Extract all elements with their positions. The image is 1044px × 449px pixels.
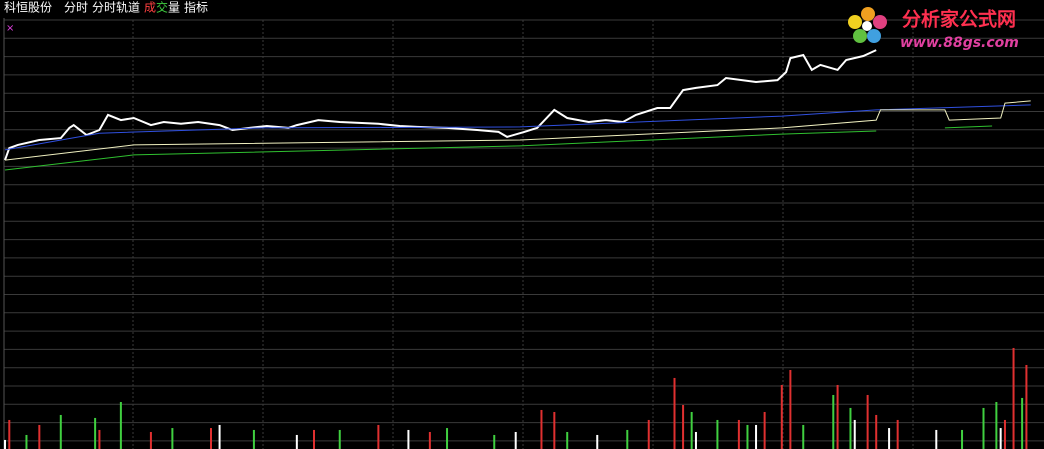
volume-bar — [626, 429, 629, 449]
volume-bar — [428, 431, 431, 449]
line — [4, 104, 1031, 151]
volume-bar — [1025, 364, 1028, 449]
logo-petal — [861, 7, 875, 21]
logo-petal — [873, 15, 887, 29]
volume-bar — [682, 404, 685, 449]
tab[interactable]: 分时 — [64, 1, 88, 15]
logo-petal — [867, 29, 881, 43]
volume-bar — [1003, 419, 1006, 449]
volume-bar — [8, 419, 11, 449]
volume-bar — [94, 417, 97, 449]
tab[interactable]: 交 — [156, 0, 168, 15]
logo-petal — [848, 15, 862, 29]
volume-bar — [853, 419, 856, 449]
volume-bar — [59, 414, 62, 449]
volume-bar — [875, 414, 878, 449]
volume-bar — [171, 428, 174, 449]
volume-bar — [252, 429, 255, 449]
volume-bar — [25, 434, 28, 449]
volume-bar — [849, 407, 852, 449]
grid — [3, 18, 1044, 449]
volume-bar — [566, 431, 569, 449]
volume-bar — [802, 424, 805, 449]
volume-bar — [763, 411, 766, 449]
volume-bar — [493, 434, 496, 449]
volume-bar — [690, 411, 693, 449]
volume-bar — [119, 401, 122, 449]
line — [4, 100, 1031, 161]
volume-bar — [999, 428, 1002, 449]
volume-bar — [673, 377, 676, 449]
volume-bar — [596, 434, 599, 449]
volume-bar — [746, 424, 749, 449]
volume-bar — [38, 424, 41, 449]
logo-petal — [853, 29, 867, 43]
volume-bar — [789, 369, 792, 449]
volume-bar — [737, 419, 740, 449]
volume-bar — [995, 401, 998, 449]
volume-bar — [694, 431, 697, 449]
volume-bar — [866, 394, 869, 449]
tab[interactable]: 分时轨道 — [92, 1, 140, 15]
tab[interactable]: 指标 — [184, 0, 208, 15]
volume-bar — [716, 419, 719, 449]
volume-bar — [218, 424, 221, 449]
volume-bar — [836, 384, 839, 449]
volume-bar — [514, 431, 517, 449]
volume-bar — [755, 424, 758, 449]
volume-bar — [832, 394, 835, 449]
volume-bar — [982, 407, 985, 449]
volume-bar — [935, 429, 938, 449]
line — [4, 125, 993, 171]
volume-bar — [149, 431, 152, 449]
line — [4, 49, 877, 161]
volume-bar — [896, 419, 899, 449]
volume-bar — [540, 409, 543, 449]
volume-bar — [313, 429, 315, 449]
tab[interactable]: 量 — [168, 1, 180, 15]
volume-bar — [888, 428, 891, 449]
marker: × — [6, 23, 14, 34]
volume-bar — [98, 429, 101, 449]
volume-bar — [4, 439, 6, 449]
logo-url: www.88gs.com — [900, 35, 1019, 51]
volume-bar — [647, 419, 650, 449]
stock-name: 科恒股份 — [4, 1, 52, 15]
volume-bar — [295, 434, 298, 449]
volume-bar — [446, 428, 449, 449]
plot — [4, 49, 1031, 449]
volume-bar — [961, 429, 964, 449]
volume-bar — [553, 411, 556, 449]
volume-bar — [407, 429, 410, 449]
volume-bar — [377, 424, 380, 449]
volume-bar — [338, 429, 341, 449]
volume-bar — [780, 384, 783, 449]
tab[interactable]: 成 — [144, 1, 156, 15]
logo-title: 分析家公式网 — [902, 8, 1016, 31]
volume-bar — [1021, 397, 1024, 449]
volume-bar — [210, 428, 212, 449]
volume-bar — [1012, 347, 1015, 449]
logo-center — [862, 21, 872, 31]
logo: 分析家公式网 www.88gs.com — [848, 7, 1019, 51]
